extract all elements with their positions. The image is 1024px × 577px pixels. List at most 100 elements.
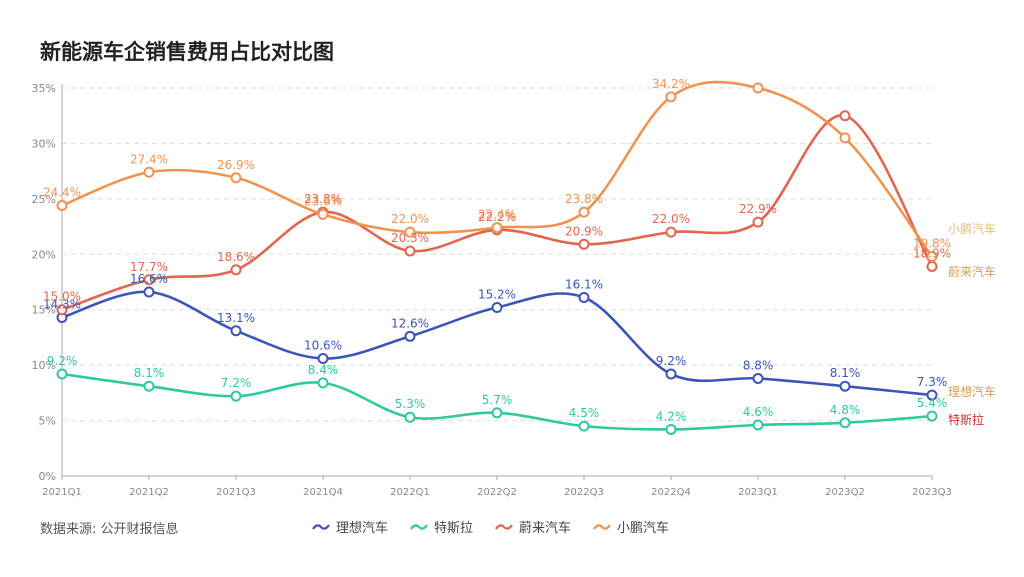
data-label: 8.4%: [308, 363, 339, 377]
data-point: [56, 368, 68, 380]
data-label: 18.6%: [217, 250, 255, 264]
data-point: [839, 380, 851, 392]
x-tick-label: 2022Q4: [651, 487, 691, 498]
data-point: [317, 208, 329, 220]
data-label: 23.8%: [565, 192, 603, 206]
legend-line-icon: [312, 523, 330, 530]
data-point: [143, 274, 155, 286]
data-label: 4.5%: [569, 406, 600, 420]
data-point: [926, 389, 938, 401]
data-label: 17.7%: [130, 260, 168, 274]
data-point: [578, 420, 590, 432]
data-label: 27.4%: [130, 152, 168, 166]
x-tick-label: 2021Q3: [216, 487, 256, 498]
data-label: 18.9%: [913, 246, 951, 260]
legend-line-icon: [593, 523, 611, 530]
x-tick-label: 2022Q3: [564, 487, 604, 498]
data-point: [404, 226, 416, 238]
data-label: 26.9%: [217, 158, 255, 172]
data-label: 4.2%: [656, 409, 687, 423]
data-label: 15.2%: [478, 287, 516, 301]
x-tick-label: 2021Q1: [42, 487, 82, 498]
data-label: 20.9%: [565, 224, 603, 238]
data-point: [230, 172, 242, 184]
legend-item[interactable]: 特斯拉: [410, 517, 473, 536]
x-tick-label: 2021Q2: [129, 487, 169, 498]
data-point: [578, 206, 590, 218]
y-tick-label: 30%: [32, 137, 56, 150]
data-label: 4.6%: [743, 405, 774, 419]
data-point: [404, 245, 416, 257]
data-point: [752, 216, 764, 228]
data-label: 22.2%: [478, 210, 516, 224]
data-point: [404, 330, 416, 342]
data-label: 4.8%: [830, 403, 861, 417]
data-label: 14.3%: [43, 297, 81, 311]
y-tick-label: 5%: [39, 415, 56, 428]
legend-label: 理想汽车: [336, 521, 389, 536]
data-label: 8.1%: [830, 366, 861, 380]
data-label: 23.8%: [304, 192, 342, 206]
data-point: [404, 411, 416, 423]
data-label: 7.2%: [221, 376, 252, 390]
data-point: [143, 380, 155, 392]
data-label: 22.9%: [739, 202, 777, 216]
data-point: [665, 91, 677, 103]
data-label: 5.4%: [917, 396, 948, 410]
y-tick-label: 10%: [32, 359, 56, 372]
data-point: [839, 132, 851, 144]
data-label: 19.8%: [913, 237, 951, 251]
data-point: [665, 368, 677, 380]
data-point: [926, 260, 938, 272]
data-label: 8.1%: [134, 366, 165, 380]
legend-item[interactable]: 蔚来汽车: [495, 517, 571, 536]
axis-layer: 0% 5% 10% 15% 20% 25% 30% 35% 2021Q1 2021Q2 2021Q3…: [32, 82, 952, 498]
data-point: [491, 407, 503, 419]
data-point: [143, 166, 155, 178]
data-point: [752, 419, 764, 431]
data-point: [491, 222, 503, 234]
y-tick-label: 15%: [32, 304, 56, 317]
series-line: [61, 80, 934, 258]
x-tick-label: 2023Q3: [912, 487, 952, 498]
label-layer: 14.3% 16.6% 13.1% 10.6% 12.6% 15.2% 16.1% 9.2% 8…: [43, 77, 996, 427]
data-point: [665, 226, 677, 238]
data-label: 12.6%: [391, 316, 429, 330]
y-tick-label: 25%: [32, 193, 56, 206]
data-point: [752, 372, 764, 384]
chart-title: 新能源车企销售费用占比对比图: [40, 40, 334, 64]
legend-item[interactable]: 理想汽车: [312, 517, 388, 536]
legend-label: 小鹏汽车: [617, 521, 670, 536]
legend: 理想汽车 特斯拉 蔚来汽车 小鹏汽车: [312, 517, 669, 536]
series-end-label: 理想汽车: [948, 384, 996, 399]
series-end-label: 特斯拉: [948, 412, 984, 427]
x-tick-label: 2022Q1: [390, 487, 430, 498]
x-tick-label: 2023Q2: [825, 487, 865, 498]
data-point: [230, 325, 242, 337]
y-tick-label: 35%: [32, 82, 56, 95]
legend-item[interactable]: 小鹏汽车: [593, 517, 669, 536]
data-point: [578, 238, 590, 250]
legend-line-icon: [410, 523, 428, 530]
data-label: 34.2%: [652, 77, 690, 91]
data-label: 10.6%: [304, 338, 342, 352]
data-point: [752, 82, 764, 94]
data-label: 7.3%: [917, 375, 948, 389]
data-label: 20.3%: [391, 231, 429, 245]
series-line: [61, 114, 934, 311]
data-point: [491, 301, 503, 313]
x-tick-label: 2022Q2: [477, 487, 517, 498]
data-label: 22.0%: [391, 212, 429, 226]
data-label: 23.6%: [304, 194, 342, 208]
data-label: 9.2%: [47, 354, 78, 368]
data-label: 22.0%: [652, 212, 690, 226]
data-point: [230, 390, 242, 402]
data-point: [143, 286, 155, 298]
data-label: 9.2%: [656, 354, 687, 368]
data-label: 16.6%: [130, 272, 168, 286]
data-point: [926, 251, 938, 263]
legend-line-icon: [495, 523, 513, 530]
data-label: 15.0%: [43, 290, 81, 304]
x-tick-label: 2021Q4: [303, 487, 343, 498]
